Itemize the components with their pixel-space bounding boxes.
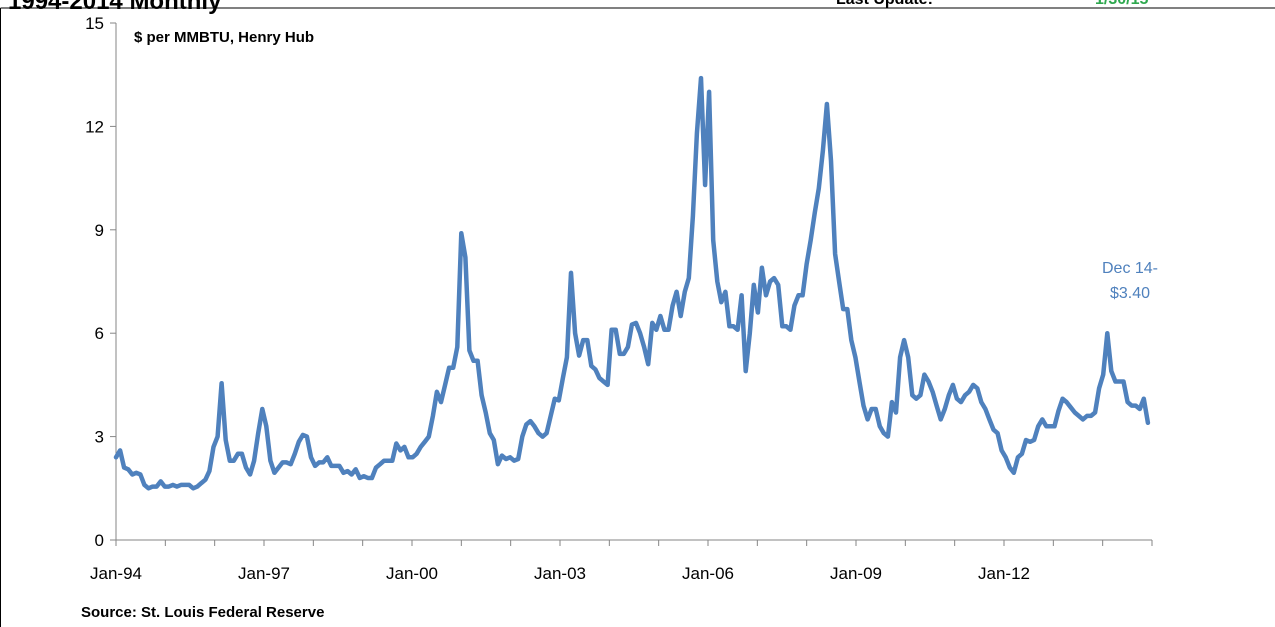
y-axis-unit-label: $ per MMBTU, Henry Hub [134, 29, 315, 46]
y-tick-label: 6 [95, 324, 104, 343]
series-line [113, 75, 1151, 491]
last-value-callout: Dec 14- $3.40 [1075, 256, 1185, 306]
x-tick-label: Jan-12 [978, 564, 1030, 583]
x-tick-label: Jan-94 [90, 564, 142, 583]
y-tick-label: 12 [85, 117, 104, 136]
x-tick-label: Jan-06 [682, 564, 734, 583]
y-tick-label: 15 [85, 14, 104, 33]
source-label: Source: St. Louis Federal Reserve [81, 604, 325, 621]
last-update-label: Last Update: [836, 0, 933, 9]
callout-date: Dec 14- [1101, 260, 1159, 277]
x-tick-label: Jan-03 [534, 564, 586, 583]
x-tick-label: Jan-09 [830, 564, 882, 583]
last-update-value: 1/30/15 [1095, 0, 1148, 9]
x-tick-label: Jan-97 [238, 564, 290, 583]
y-tick-label: 0 [95, 531, 104, 550]
x-tick-label: Jan-00 [386, 564, 438, 583]
y-tick-label: 9 [95, 221, 104, 240]
y-tick-label: 3 [95, 428, 104, 447]
callout-value: $3.40 [1109, 285, 1151, 302]
